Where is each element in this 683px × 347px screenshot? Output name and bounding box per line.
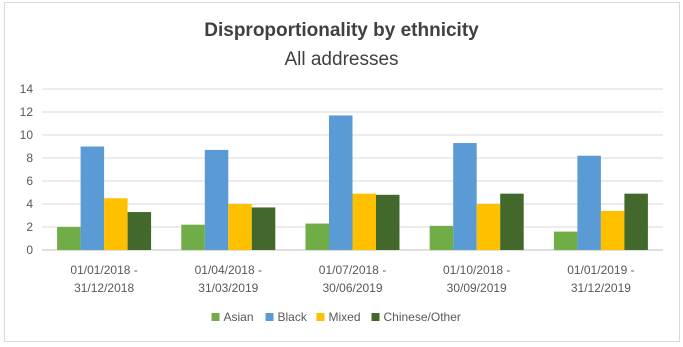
legend-swatch	[265, 313, 274, 321]
y-tick-label: 4	[26, 197, 33, 211]
x-category-label: 31/12/2019	[571, 281, 631, 295]
bar-black	[80, 146, 105, 250]
x-category-label: 01/10/2018 -	[443, 263, 510, 277]
bar-black	[577, 155, 601, 250]
bar-asian	[553, 231, 578, 250]
bar-mixed	[476, 204, 501, 250]
x-category-label: 30/09/2019	[447, 281, 507, 295]
x-category-label: 01/01/2018 -	[70, 263, 137, 277]
bar-asian	[181, 224, 205, 250]
bar-black	[329, 115, 353, 250]
bar-asian	[429, 225, 454, 250]
x-category-label: 31/03/2019	[198, 281, 258, 295]
y-tick-label: 10	[20, 128, 34, 142]
legend-swatch	[371, 313, 380, 321]
legend-swatch	[316, 313, 325, 321]
bar-chinese-other	[376, 194, 400, 250]
y-tick-label: 2	[26, 220, 33, 234]
y-tick-label: 0	[26, 243, 33, 257]
bar-chinese-other	[500, 193, 524, 250]
legend-label: Mixed	[329, 310, 361, 324]
x-category-label: 01/07/2018 -	[319, 263, 386, 277]
y-tick-label: 12	[20, 105, 34, 119]
x-category-label: 31/12/2018	[74, 281, 134, 295]
bar-asian	[57, 227, 81, 250]
legend-label: Black	[278, 310, 308, 324]
bar-mixed	[104, 198, 128, 250]
chart-title: Disproportionality by ethnicity	[204, 20, 479, 41]
legend-label: Chinese/Other	[384, 310, 461, 324]
bar-mixed	[228, 204, 252, 250]
bar-black	[453, 143, 477, 250]
bar-chinese-other	[624, 193, 648, 250]
bar-asian	[305, 223, 329, 250]
x-category-label: 01/01/2019 -	[567, 263, 634, 277]
bar-mixed	[600, 210, 625, 250]
legend-swatch	[211, 313, 220, 321]
bar-mixed	[352, 193, 376, 250]
bar-chinese-other	[127, 212, 152, 250]
bar-chinese-other	[251, 207, 276, 250]
y-tick-label: 14	[20, 82, 34, 96]
y-tick-label: 8	[26, 151, 33, 165]
bar-black	[204, 149, 229, 250]
x-category-label: 01/04/2018 -	[195, 263, 262, 277]
chart-subtitle: All addresses	[284, 49, 399, 70]
x-category-label: 30/06/2019	[322, 281, 382, 295]
legend-label: Asian	[224, 310, 254, 324]
y-tick-label: 6	[26, 174, 33, 188]
